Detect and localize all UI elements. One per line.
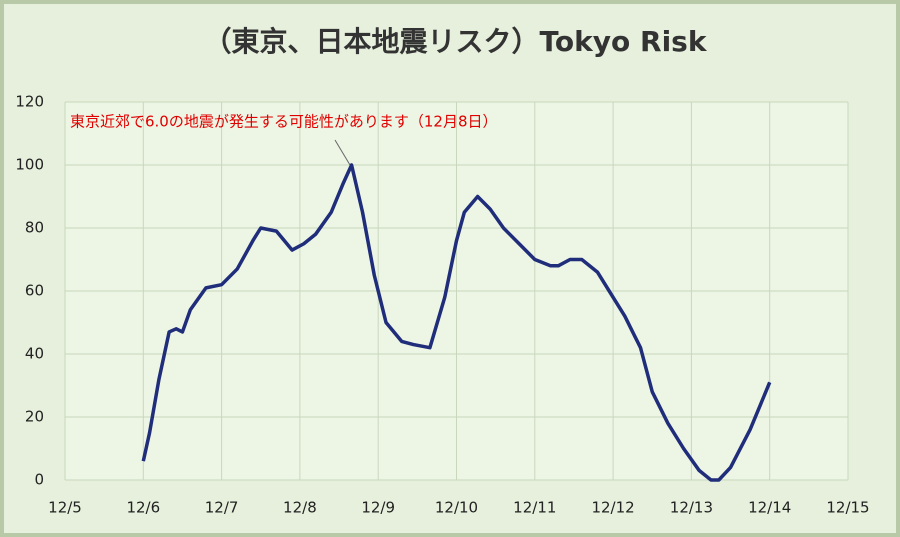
x-tick-label: 12/8 bbox=[283, 499, 317, 517]
chart-title: （東京、日本地震リスク）Tokyo Risk bbox=[204, 25, 708, 58]
x-tick-label: 12/11 bbox=[513, 499, 556, 517]
y-tick-label: 0 bbox=[34, 471, 44, 489]
x-tick-label: 12/12 bbox=[591, 499, 634, 517]
line-series bbox=[141, 163, 772, 482]
y-tick-label: 40 bbox=[25, 345, 44, 363]
x-tick-label: 12/13 bbox=[670, 499, 713, 517]
y-tick-label: 20 bbox=[25, 408, 44, 426]
y-tick-label: 80 bbox=[25, 219, 44, 237]
x-tick-label: 12/15 bbox=[826, 499, 869, 517]
annotation: 東京近郊で6.0の地震が発生する可能性があります（12月8日） bbox=[70, 113, 498, 131]
y-tick-label: 60 bbox=[25, 282, 44, 300]
x-tick-label: 12/7 bbox=[205, 499, 239, 517]
y-tick-label: 120 bbox=[15, 93, 44, 111]
x-tick-label: 12/9 bbox=[361, 499, 395, 517]
x-tick-label: 12/5 bbox=[48, 499, 82, 517]
annotation-pointer bbox=[334, 139, 351, 166]
x-tick-label: 12/10 bbox=[435, 499, 478, 517]
y-tick-label: 100 bbox=[15, 156, 44, 174]
x-tick-label: 12/6 bbox=[126, 499, 160, 517]
x-tick-label: 12/14 bbox=[748, 499, 791, 517]
